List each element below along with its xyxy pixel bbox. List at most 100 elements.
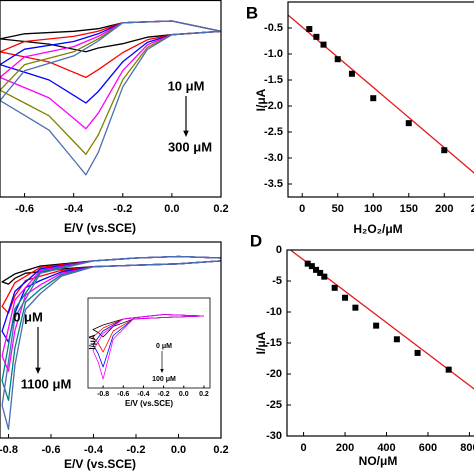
y-tick-label: -2.5: [264, 126, 283, 138]
x-tick-label: 400: [377, 442, 395, 454]
fit-line: [288, 14, 474, 174]
x-tick-label: -0.4: [137, 391, 149, 398]
annotation: 10 μM: [168, 78, 205, 93]
y-tick-label: -5: [272, 275, 282, 287]
data-point: [317, 269, 324, 276]
x-tick-label: 0.2: [213, 444, 228, 456]
y-tick-label: -15: [266, 337, 282, 349]
annotation: 100 μM: [152, 376, 176, 383]
cv-curve: [0, 20, 221, 176]
arrow-head: [35, 367, 41, 374]
x-tick-label: 100: [364, 203, 382, 215]
data-point: [342, 294, 349, 301]
cv-curve: [0, 20, 221, 130]
plot-frame: [287, 1, 474, 198]
data-point: [313, 266, 320, 273]
data-point: [373, 322, 380, 329]
inset-background: [88, 298, 210, 388]
data-point: [334, 56, 341, 63]
cv-curve: [0, 20, 221, 155]
data-point: [348, 70, 355, 77]
y-tick-label: -1.0: [264, 48, 283, 60]
x-tick-label: -0.4: [84, 444, 104, 456]
data-point: [308, 263, 315, 270]
x-tick-label: 0.0: [171, 444, 186, 456]
data-point: [405, 120, 412, 127]
plot-area: [1, 255, 221, 430]
x-tick-label: 250: [471, 203, 474, 215]
cv-curve: [1, 255, 221, 430]
x-tick-label: 800: [460, 442, 474, 454]
x-tick-label: 0.2: [213, 203, 228, 215]
cv-curve: [0, 20, 221, 53]
y-axis-label: I/μA: [254, 331, 268, 354]
x-tick-label: 0: [301, 442, 307, 454]
cv-curve: [0, 20, 221, 104]
data-point: [313, 33, 320, 40]
data-point: [370, 95, 377, 102]
x-tick-label: -0.6: [117, 391, 129, 398]
x-tick-label: 0.0: [164, 203, 179, 215]
cv-curve: [92, 314, 205, 380]
data-point: [320, 41, 327, 48]
annotation: 0 μM: [13, 309, 43, 324]
plot-area: [290, 250, 474, 390]
y-tick-label: -0.5: [264, 22, 283, 34]
annotation: 300 μM: [168, 139, 212, 154]
x-tick-label: -0.6: [15, 203, 34, 215]
annotation: 1100 μM: [21, 376, 72, 391]
x-tick-label: -0.2: [158, 391, 170, 398]
x-tick-label: 0.0: [179, 391, 189, 398]
annotation: 0 μM: [156, 343, 172, 350]
plot-frame: [286, 249, 474, 437]
x-axis-label: E/V (vs.SCE): [125, 399, 173, 408]
data-point: [414, 349, 421, 356]
arrow-head: [160, 369, 164, 373]
x-tick-label: -0.4: [64, 203, 84, 215]
x-tick-label: 200: [435, 203, 453, 215]
plot-area: [0, 20, 221, 176]
y-axis-label: I/μA: [88, 334, 97, 349]
y-tick-label: 0: [276, 244, 282, 256]
x-tick-label: 150: [400, 203, 418, 215]
y-axis-label: I/μA: [254, 88, 268, 111]
arrow-head: [183, 130, 189, 137]
x-axis-label: E/V (vs.SCE): [64, 457, 136, 471]
data-point: [304, 260, 311, 267]
panel-label: B: [246, 3, 258, 22]
x-tick-label: 0: [299, 203, 305, 215]
y-tick-label: -2.0: [264, 100, 283, 112]
data-point: [331, 284, 338, 291]
x-tick-label: 200: [336, 442, 354, 454]
x-tick-label: -0.2: [127, 444, 146, 456]
y-tick-label: -10: [266, 306, 282, 318]
y-tick-label: -25: [266, 399, 282, 411]
data-point: [441, 147, 448, 154]
data-point: [393, 336, 400, 343]
plot-area: [288, 14, 474, 174]
data-point: [445, 366, 452, 373]
plot-frame: [0, 0, 222, 198]
y-tick-label: -3.0: [264, 152, 283, 164]
x-tick-label: -0.2: [113, 203, 132, 215]
plot-area: [92, 314, 205, 380]
y-tick-label: -30: [266, 430, 282, 442]
plot-frame: [0, 241, 222, 439]
data-point: [321, 273, 328, 280]
x-tick-label: -0.8: [97, 391, 109, 398]
y-tick-label: -1.5: [264, 74, 283, 86]
x-axis-label: NO/μM: [359, 454, 398, 468]
x-axis-label: H₂O₂/μM: [353, 222, 402, 236]
y-tick-label: -3.5: [264, 178, 283, 190]
x-tick-label: 50: [332, 203, 344, 215]
x-axis-label: E/V (vs.SCE): [64, 221, 136, 235]
panel-label: D: [250, 231, 262, 250]
plot-frame: [87, 297, 211, 389]
y-tick-label: -20: [266, 368, 282, 380]
x-tick-label: 0.2: [199, 391, 209, 398]
cv-curve: [0, 20, 221, 79]
x-tick-label: 600: [419, 442, 437, 454]
x-tick-label: -0.6: [42, 444, 61, 456]
x-tick-label: -0.8: [0, 444, 18, 456]
